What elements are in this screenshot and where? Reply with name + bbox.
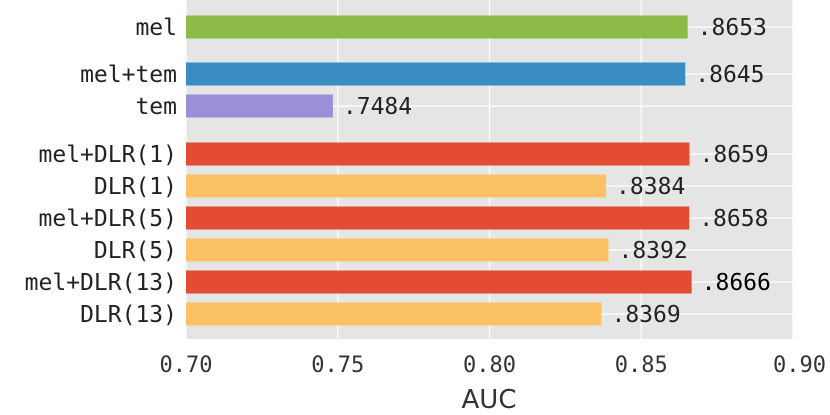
bar-mel+DLR(13) (186, 270, 692, 294)
category-label-mel+DLR(5): mel+DLR(5) (39, 206, 177, 232)
x-tick-0.75: 0.75 (311, 353, 364, 378)
value-label-DLR(13): .8369 (611, 302, 680, 328)
category-label-DLR(13): DLR(13) (80, 302, 177, 328)
x-tick-0.85: 0.85 (615, 353, 668, 378)
bar-mel+DLR(5) (186, 206, 690, 230)
value-label-mel+DLR(5): .8658 (699, 206, 768, 232)
value-labels: .8653 .8645 .7484 .8659 .8384 .8658 .8392 .8666… (343, 15, 771, 328)
category-label-mel+tem: mel+tem (80, 62, 177, 88)
value-label-DLR(1): .8384 (616, 174, 685, 200)
x-axis-title: AUC (462, 385, 517, 415)
bar-mel+tem (186, 62, 686, 86)
x-tick-0.80: 0.80 (463, 353, 516, 378)
x-tick-0.70: 0.70 (160, 353, 213, 378)
bar-DLR(1) (186, 174, 607, 198)
bar-DLR(5) (186, 238, 609, 262)
value-label-DLR(5): .8392 (618, 238, 687, 264)
bar-mel+DLR(1) (186, 142, 690, 166)
value-label-mel+tem: .8645 (695, 62, 764, 88)
x-tick-labels: 0.70 0.75 0.80 0.85 0.90 (160, 353, 826, 378)
category-label-mel+DLR(1): mel+DLR(1) (39, 142, 177, 168)
category-label-tem: tem (135, 94, 177, 120)
x-tick-0.90: 0.90 (773, 353, 826, 378)
value-label-tem: .7484 (343, 94, 412, 120)
value-label-mel+DLR(1): .8659 (700, 142, 769, 168)
value-label-mel+DLR(13): .8666 (702, 270, 771, 296)
value-label-mel: .8653 (698, 15, 767, 41)
bar-DLR(13) (186, 302, 602, 326)
category-labels: mel mel+tem tem mel+DLR(1) DLR(1) mel+DLR(5) D… (25, 15, 177, 328)
category-label-mel+DLR(13): mel+DLR(13) (25, 270, 177, 296)
bar-mel (186, 15, 688, 39)
bar-tem (186, 94, 333, 118)
category-label-DLR(5): DLR(5) (94, 238, 177, 264)
category-label-mel: mel (135, 15, 177, 41)
category-label-DLR(1): DLR(1) (94, 174, 177, 200)
bars (186, 15, 692, 326)
